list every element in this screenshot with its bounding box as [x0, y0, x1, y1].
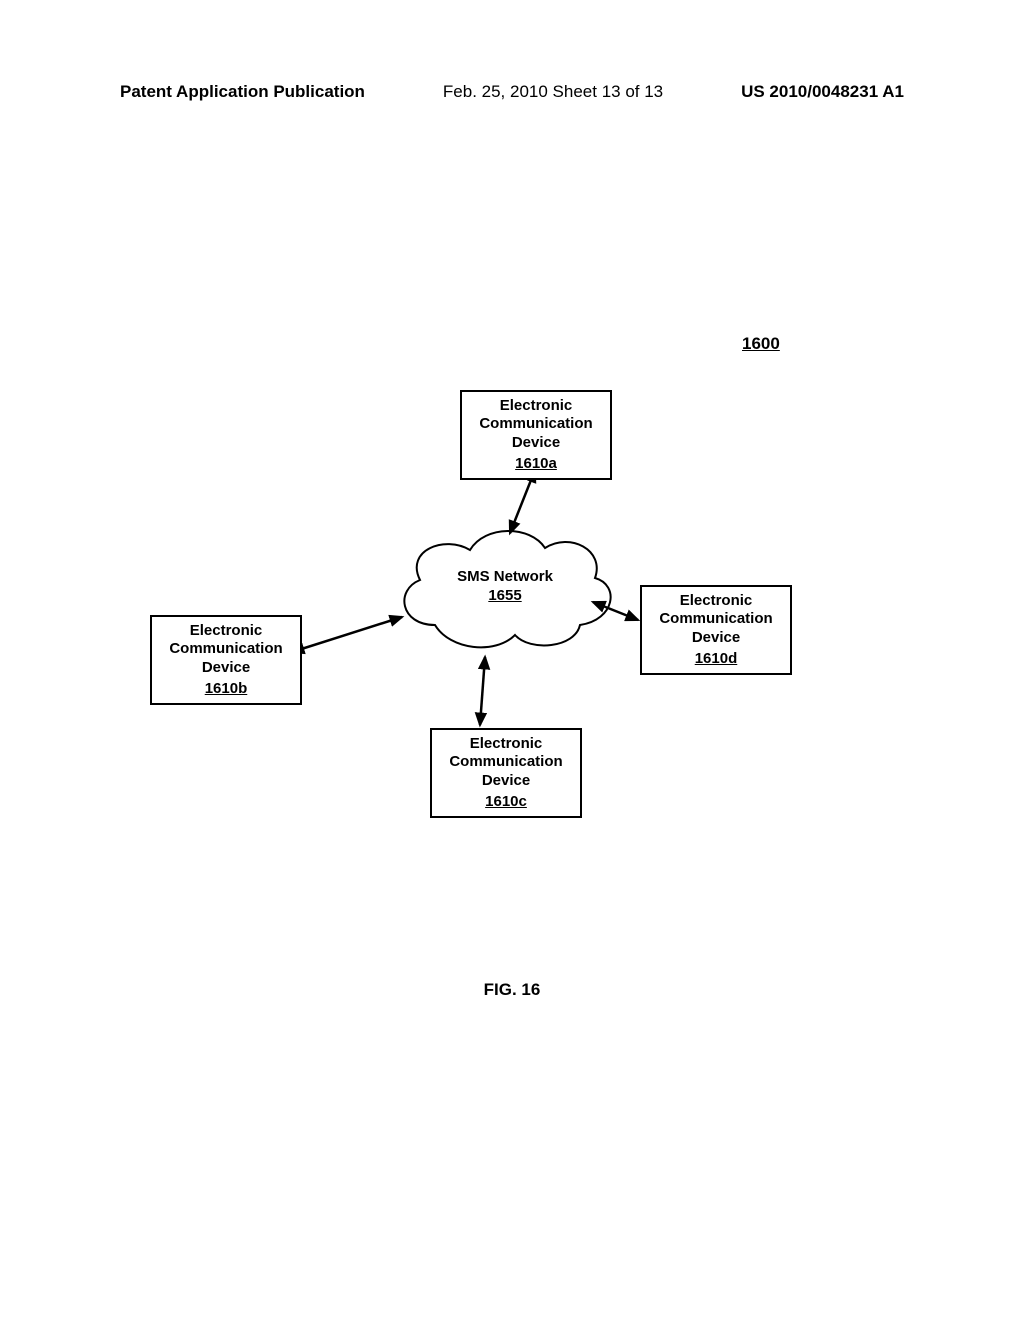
- device-box-c: Electronic Communication Device 1610c: [430, 728, 582, 818]
- cloud-sms-network: SMS Network 1655: [390, 520, 620, 660]
- device-ref: 1610a: [515, 455, 557, 474]
- cloud-label: SMS Network: [390, 568, 620, 585]
- figure-caption: FIG. 16: [0, 980, 1024, 1000]
- diagram-area: SMS Network 1655 Electronic Communicatio…: [140, 380, 880, 860]
- device-ref: 1610c: [485, 793, 527, 812]
- header-date-sheet: Feb. 25, 2010 Sheet 13 of 13: [443, 82, 663, 102]
- device-box-a: Electronic Communication Device 1610a: [460, 390, 612, 480]
- page-header: Patent Application Publication Feb. 25, …: [120, 82, 904, 102]
- device-ref: 1610b: [205, 680, 248, 699]
- device-box-b: Electronic Communication Device 1610b: [150, 615, 302, 705]
- device-box-d: Electronic Communication Device 1610d: [640, 585, 792, 675]
- header-patent-number: US 2010/0048231 A1: [741, 82, 904, 102]
- device-label: Electronic Communication Device: [436, 735, 576, 791]
- device-ref: 1610d: [695, 650, 738, 669]
- figure-reference-number: 1600: [742, 334, 780, 354]
- cloud-ref: 1655: [390, 587, 620, 604]
- device-label: Electronic Communication Device: [466, 397, 606, 453]
- device-label: Electronic Communication Device: [646, 592, 786, 648]
- header-publication: Patent Application Publication: [120, 82, 365, 102]
- device-label: Electronic Communication Device: [156, 622, 296, 678]
